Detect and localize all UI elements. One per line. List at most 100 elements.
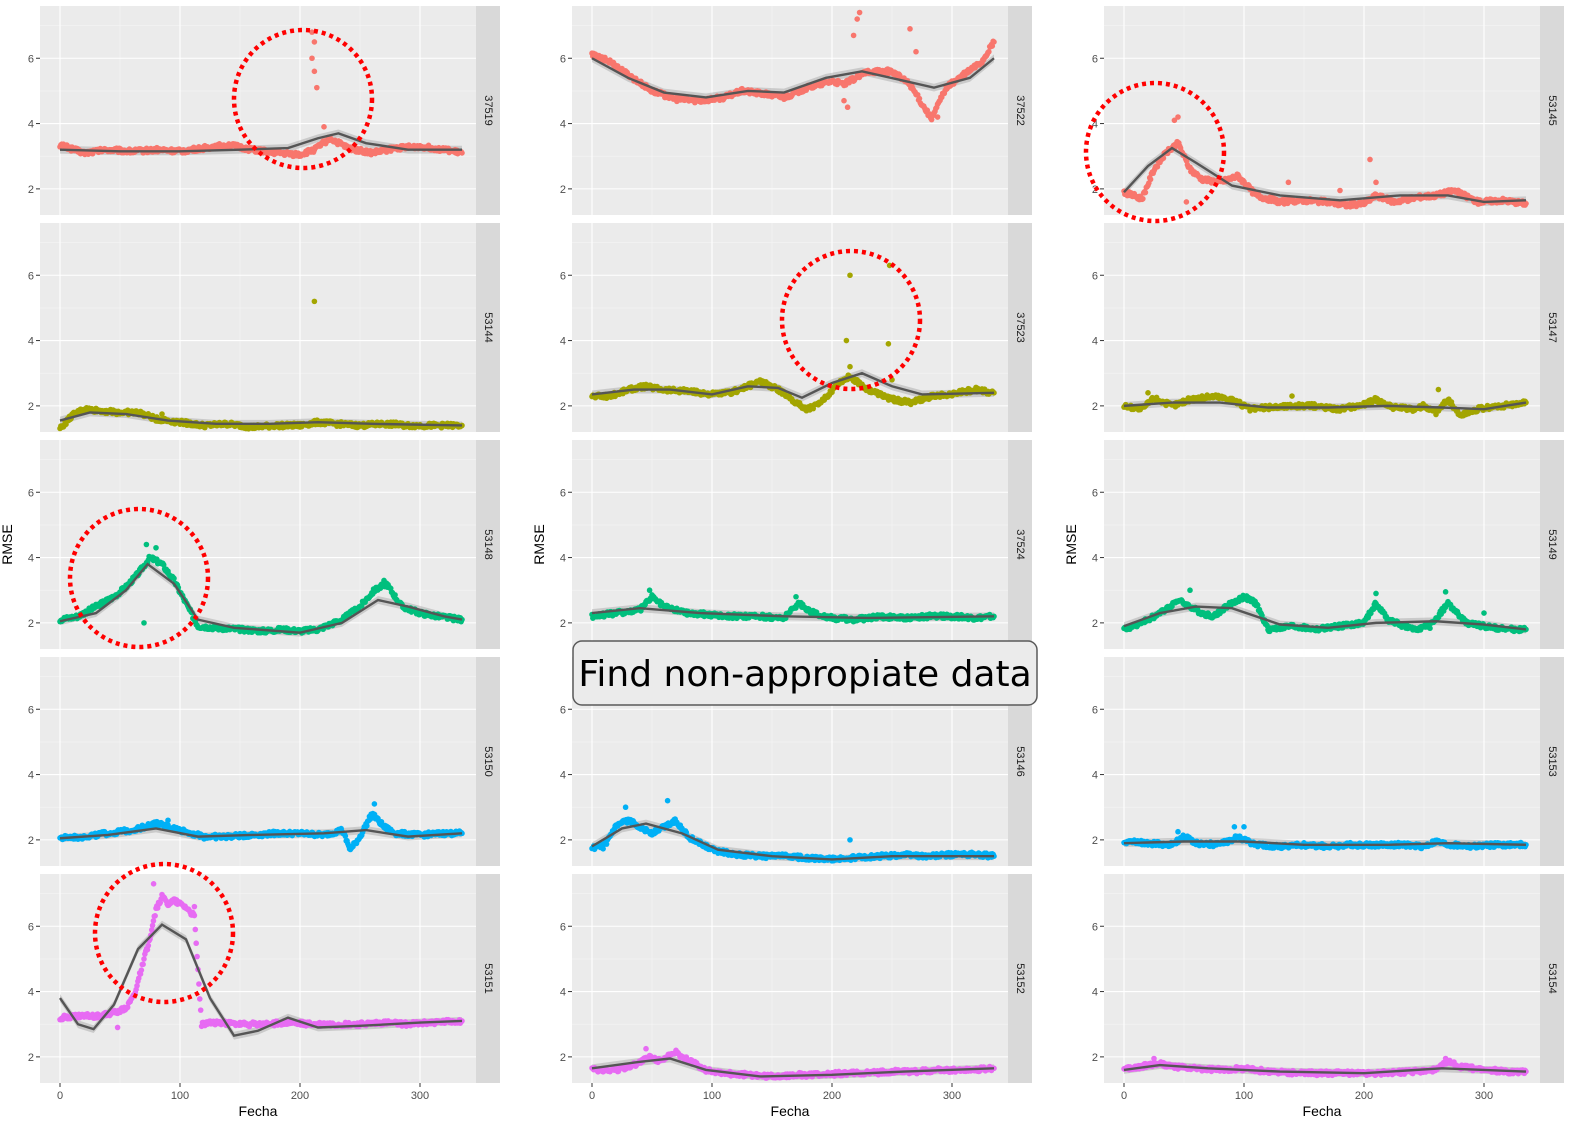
y-tick-label: 6 <box>1092 53 1098 65</box>
facet-strip-label: 53148 <box>482 529 494 560</box>
outlier-point <box>1373 179 1379 186</box>
outlier-point <box>843 337 850 344</box>
outlier-point <box>1171 117 1178 124</box>
outlier-point <box>913 48 919 55</box>
data-point <box>459 150 465 156</box>
y-axis-title: RMSE <box>0 524 15 564</box>
outlier-point <box>646 587 653 594</box>
outlier-point <box>381 577 387 584</box>
facet-panel-53149: 2 4 6 53149 RMSE <box>1063 440 1564 649</box>
y-axis-title: RMSE <box>1063 524 1079 564</box>
facet-strip-label: 53145 <box>1546 95 1558 126</box>
smooth-line <box>59 411 463 427</box>
facet-strip-label: 37519 <box>482 95 494 126</box>
y-tick-label: 4 <box>28 553 34 565</box>
y-tick-label: 6 <box>28 704 34 716</box>
outlier-point <box>1285 179 1292 186</box>
y-tick-label: 2 <box>560 184 566 196</box>
y-tick-label: 6 <box>560 487 566 499</box>
smooth-line <box>1123 146 1527 204</box>
y-tick-label: 2 <box>28 835 34 847</box>
outlier-point <box>850 32 857 39</box>
data-point <box>986 48 992 55</box>
outlier-point <box>1337 187 1343 194</box>
outlier-point <box>847 363 853 370</box>
panel-background <box>1104 6 1564 215</box>
y-tick-label: 4 <box>28 770 34 782</box>
outlier-point <box>1187 587 1193 594</box>
outlier-point <box>311 68 318 75</box>
outlier-point <box>793 593 799 600</box>
outlier-point <box>309 55 315 62</box>
outlier-point <box>159 411 165 417</box>
facet-panel-37522: 2 4 6 37522 <box>560 6 1032 215</box>
data-point <box>171 575 177 582</box>
outlier-point <box>847 272 853 279</box>
outlier-point <box>907 26 913 32</box>
facet-strip-label: 37523 <box>1014 312 1026 343</box>
y-tick-label: 4 <box>560 119 566 131</box>
outlier-point <box>1435 386 1442 393</box>
data-points <box>589 9 997 123</box>
facet-strip-label: 53149 <box>1546 529 1558 560</box>
data-point <box>1154 163 1161 170</box>
facet-strip <box>1540 6 1564 215</box>
outlier-point <box>143 541 150 548</box>
outlier-point <box>856 9 863 16</box>
data-point <box>916 95 923 102</box>
outlier-point <box>1289 393 1295 399</box>
y-tick-label: 2 <box>28 401 34 413</box>
outlier-point <box>1373 590 1379 597</box>
outlier-point <box>854 16 860 22</box>
y-tick-label: 6 <box>1092 487 1098 499</box>
panel-background <box>1104 440 1564 649</box>
y-tick-label: 2 <box>28 618 34 630</box>
facet-strip <box>1008 6 1032 215</box>
panel-background <box>40 223 500 432</box>
y-tick-label: 6 <box>28 270 34 282</box>
facet-panel-53148: 2 4 6 53148 RMSE <box>0 440 500 649</box>
y-tick-label: 6 <box>1092 270 1098 282</box>
y-tick-label: 2 <box>560 618 566 630</box>
data-point <box>1147 176 1154 183</box>
y-tick-label: 6 <box>560 53 566 65</box>
facet-strip-label: 37522 <box>1014 95 1026 126</box>
facet-strip <box>476 6 500 215</box>
data-point <box>1142 189 1149 196</box>
outlier-point <box>841 97 847 104</box>
outlier-point <box>1481 610 1487 616</box>
y-tick-label: 2 <box>28 184 34 196</box>
facet-strip-label: 53147 <box>1546 312 1558 343</box>
outlier-point <box>314 84 320 91</box>
outlier-point <box>1442 589 1449 595</box>
y-tick-label: 4 <box>560 336 566 348</box>
facet-strip <box>476 223 500 432</box>
outlier-point <box>1175 114 1181 120</box>
outlier-point <box>1183 199 1190 205</box>
y-tick-label: 4 <box>28 336 34 348</box>
outlier-point <box>885 341 892 347</box>
data-point <box>1523 200 1529 207</box>
outlier-point <box>309 29 315 35</box>
outlier-point <box>311 39 318 45</box>
data-point <box>991 39 997 45</box>
smooth-line <box>59 132 462 153</box>
outlier-point <box>153 544 159 551</box>
facet-strip-label: 37524 <box>1014 529 1026 560</box>
y-tick-label: 2 <box>560 401 566 413</box>
outlier-point <box>141 620 147 626</box>
panel-background <box>572 6 1032 215</box>
y-tick-label: 4 <box>28 119 34 131</box>
y-tick-label: 4 <box>1092 553 1098 565</box>
outlier-point <box>311 298 318 305</box>
y-tick-label: 6 <box>28 487 34 499</box>
y-tick-label: 4 <box>1092 336 1098 348</box>
y-tick-label: 2 <box>1092 618 1098 630</box>
facet-panel-37523: 2 4 6 37523 <box>560 223 1032 432</box>
outlier-point <box>844 104 851 111</box>
y-tick-label: 6 <box>560 270 566 282</box>
